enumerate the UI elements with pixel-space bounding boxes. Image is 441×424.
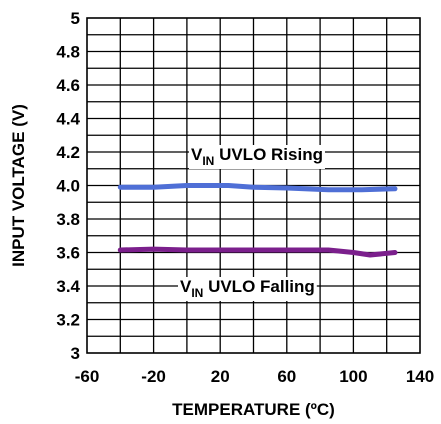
annotation-vin-uvlo-falling: VIN UVLO Falling [180, 277, 315, 300]
annotation-background-rising [189, 145, 325, 169]
annotation-background-falling [178, 277, 317, 301]
annotation-falling-subscript: IN [191, 286, 203, 300]
y-tick-label: 3.2 [56, 311, 80, 330]
y-tick-label: 4.2 [56, 143, 80, 162]
y-axis-title: INPUT VOLTAGE (V) [9, 104, 28, 267]
x-tick-label: -20 [141, 367, 166, 386]
series-layer [117, 183, 398, 258]
y-tick-label: 3.4 [56, 277, 80, 296]
x-tick-labels: -60 -20 20 60 100 140 [75, 367, 434, 386]
y-tick-label: 3.6 [56, 244, 80, 263]
annotation-rising-v: V [191, 145, 203, 164]
y-tick-label: 3.8 [56, 210, 80, 229]
annotations: VIN UVLO Rising VIN UVLO Falling [178, 145, 325, 301]
x-tick-label: 60 [277, 367, 296, 386]
y-tick-label: 3 [71, 344, 80, 363]
y-tick-label: 5 [71, 9, 80, 28]
x-tick-label: -60 [75, 367, 100, 386]
annotation-vin-uvlo-rising: VIN UVLO Rising [191, 145, 323, 168]
x-axis-title: TEMPERATURE (ºC) [172, 400, 335, 419]
plot-frame [86, 17, 421, 354]
annotation-rising-subscript: IN [202, 154, 214, 168]
series-vin-uvlo-falling [117, 246, 398, 258]
y-tick-label: 4.0 [56, 177, 80, 196]
y-tick-labels: 3 3.2 3.4 3.6 3.8 4.0 4.2 4.4 4.6 4.8 5 [56, 9, 80, 363]
annotation-rising-text: UVLO Rising [214, 145, 323, 164]
x-tick-label: 100 [339, 367, 367, 386]
x-tick-label: 140 [406, 367, 434, 386]
annotation-falling-text: UVLO Falling [203, 277, 314, 296]
y-tick-label: 4.4 [56, 110, 80, 129]
annotation-falling-v: V [180, 277, 192, 296]
series-vin-uvlo-rising [117, 183, 398, 193]
y-tick-label: 4.6 [56, 76, 80, 95]
y-tick-label: 4.8 [56, 43, 80, 62]
x-tick-label: 20 [211, 367, 230, 386]
